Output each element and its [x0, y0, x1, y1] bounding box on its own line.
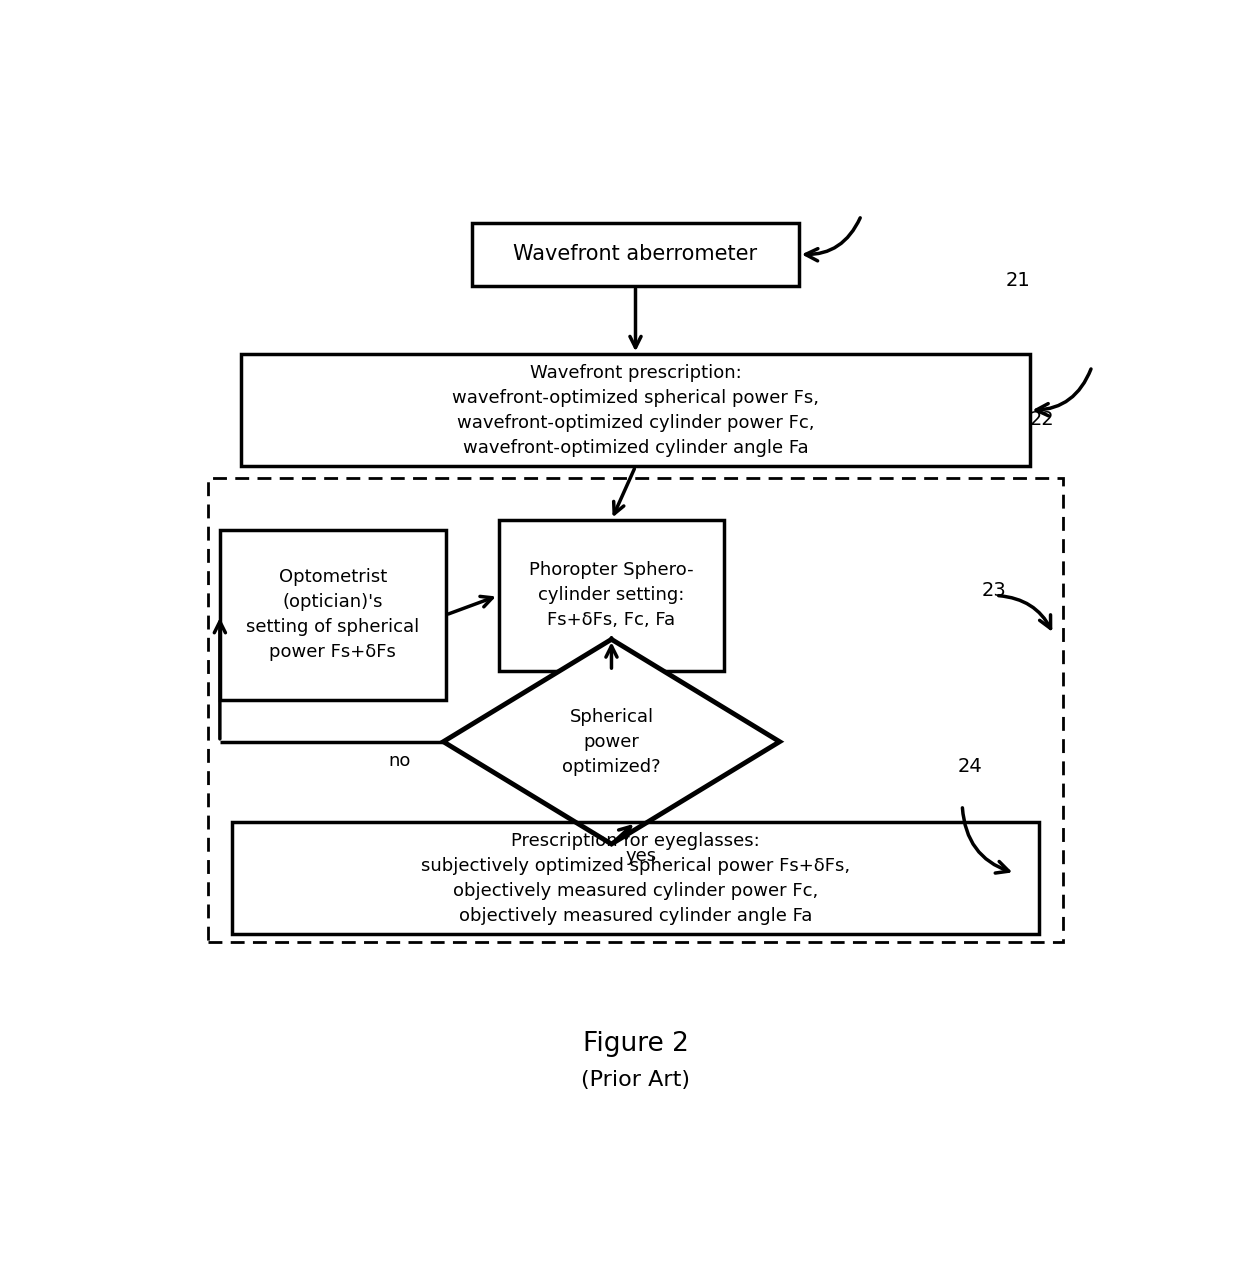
Text: 24: 24	[957, 757, 982, 776]
Text: no: no	[389, 752, 412, 770]
Text: Prescription for eyeglasses:
subjectively optimized spherical power Fs+δFs,
obje: Prescription for eyeglasses: subjectivel…	[420, 832, 851, 924]
Bar	[498, 520, 724, 671]
Bar	[242, 354, 1029, 466]
Bar	[208, 479, 1063, 942]
Text: Wavefront aberrometer: Wavefront aberrometer	[513, 244, 758, 265]
Bar	[219, 529, 445, 700]
Text: (Prior Art): (Prior Art)	[582, 1070, 689, 1090]
Text: Wavefront prescription:
wavefront-optimized spherical power Fs,
wavefront-optimi: Wavefront prescription: wavefront-optimi…	[453, 363, 818, 457]
Text: Figure 2: Figure 2	[583, 1031, 688, 1057]
Text: 23: 23	[982, 581, 1006, 600]
Bar	[232, 822, 1039, 934]
Text: Optometrist
(optician)'s
setting of spherical
power Fs+δFs: Optometrist (optician)'s setting of sphe…	[247, 568, 419, 661]
Polygon shape	[444, 639, 780, 844]
Text: Phoropter Sphero-
cylinder setting:
Fs+δFs, Fc, Fa: Phoropter Sphero- cylinder setting: Fs+δ…	[529, 561, 694, 629]
Text: yes: yes	[626, 847, 657, 865]
Text: 22: 22	[1029, 410, 1054, 429]
Bar	[472, 223, 799, 286]
Text: Spherical
power
optimized?: Spherical power optimized?	[562, 708, 661, 776]
Text: 21: 21	[1006, 271, 1030, 290]
